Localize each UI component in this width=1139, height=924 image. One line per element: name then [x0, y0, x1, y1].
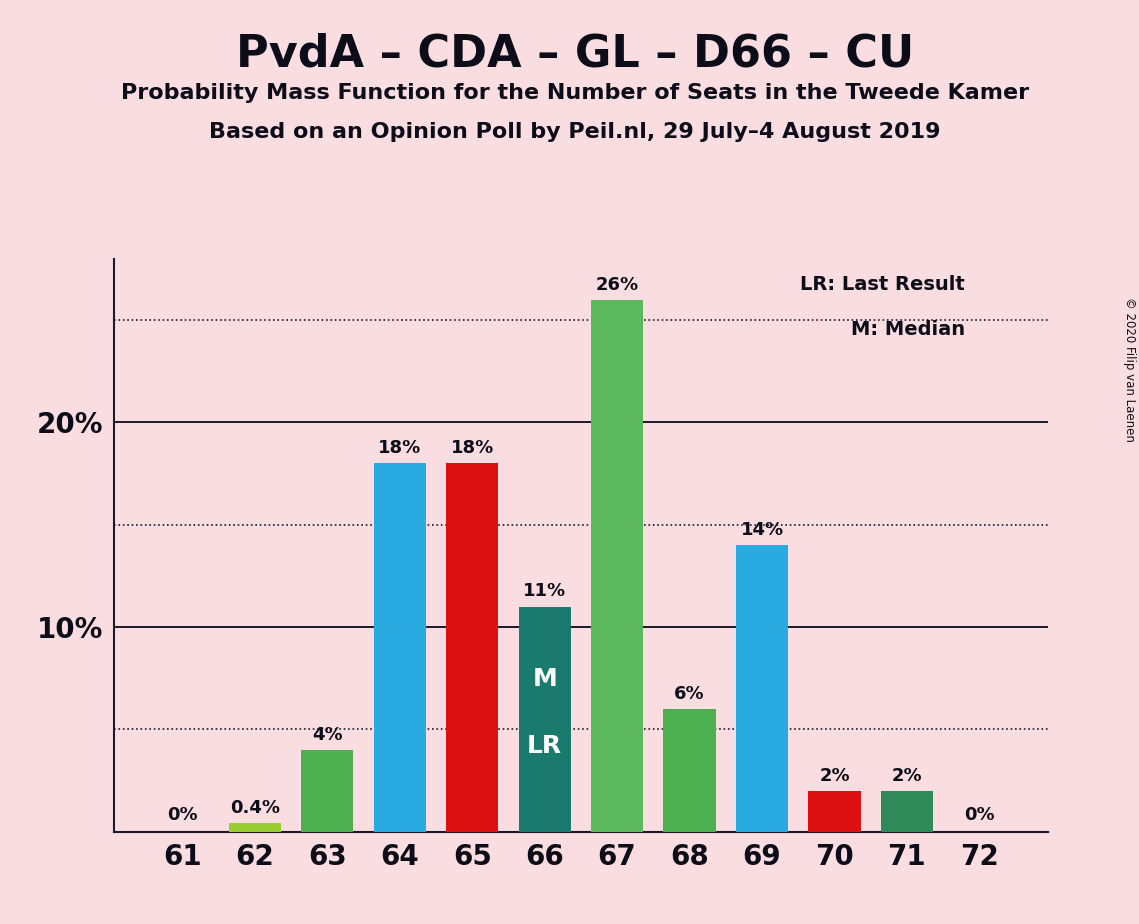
- Text: 6%: 6%: [674, 685, 705, 703]
- Bar: [374, 463, 426, 832]
- Text: PvdA – CDA – GL – D66 – CU: PvdA – CDA – GL – D66 – CU: [236, 32, 915, 76]
- Bar: [301, 749, 353, 832]
- Bar: [591, 299, 644, 832]
- Text: 18%: 18%: [451, 439, 494, 457]
- Text: 2%: 2%: [819, 767, 850, 784]
- Bar: [229, 823, 281, 832]
- Text: Based on an Opinion Poll by Peil.nl, 29 July–4 August 2019: Based on an Opinion Poll by Peil.nl, 29 …: [210, 122, 941, 142]
- Text: 11%: 11%: [523, 582, 566, 601]
- Text: 26%: 26%: [596, 275, 639, 294]
- Bar: [736, 545, 788, 832]
- Bar: [880, 791, 933, 832]
- Text: 2%: 2%: [892, 767, 923, 784]
- Text: © 2020 Filip van Laenen: © 2020 Filip van Laenen: [1123, 298, 1137, 442]
- Text: 18%: 18%: [378, 439, 421, 457]
- Text: 0.4%: 0.4%: [230, 799, 280, 817]
- Text: LR: Last Result: LR: Last Result: [800, 275, 965, 294]
- Bar: [518, 606, 571, 832]
- Text: 0%: 0%: [167, 807, 198, 824]
- Bar: [664, 709, 715, 832]
- Text: 4%: 4%: [312, 725, 343, 744]
- Bar: [446, 463, 498, 832]
- Text: 14%: 14%: [740, 521, 784, 539]
- Text: Probability Mass Function for the Number of Seats in the Tweede Kamer: Probability Mass Function for the Number…: [121, 83, 1030, 103]
- Text: 0%: 0%: [964, 807, 994, 824]
- Text: M: M: [532, 666, 557, 690]
- Bar: [809, 791, 861, 832]
- Text: M: Median: M: Median: [851, 320, 965, 339]
- Text: LR: LR: [527, 734, 563, 758]
